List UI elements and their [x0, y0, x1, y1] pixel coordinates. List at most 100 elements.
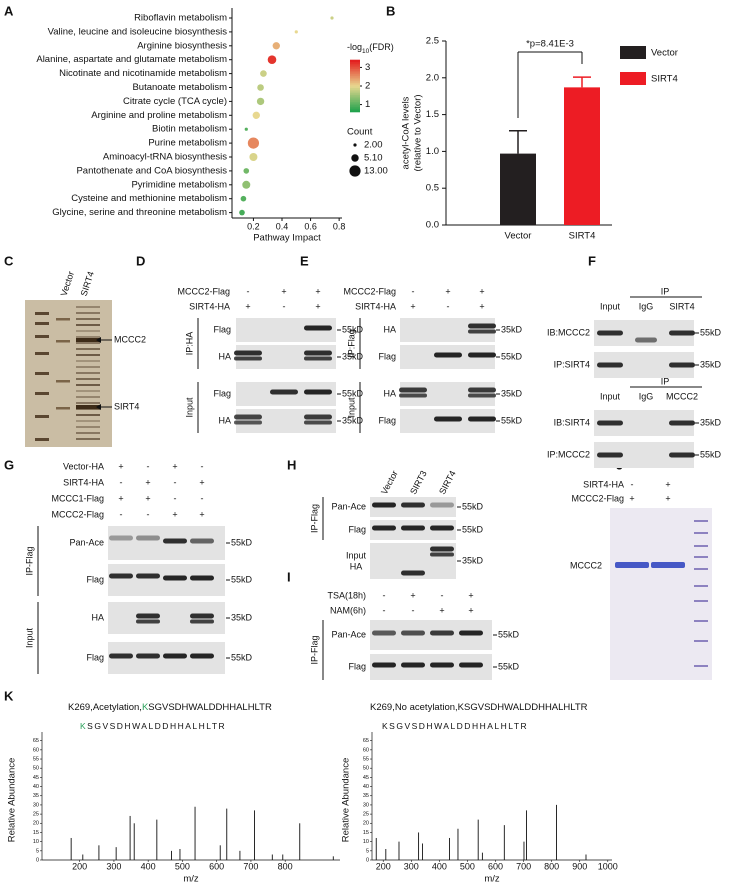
colorbar-label: 3 [365, 62, 370, 73]
row-label: IB:MCCC2 [547, 327, 590, 337]
dot [256, 97, 265, 106]
band [468, 329, 496, 334]
condition-mark: + [199, 509, 204, 519]
condition-mark: + [118, 493, 123, 503]
ladder-band [35, 312, 49, 315]
row-label: HA [218, 415, 231, 425]
panel-label: E [300, 253, 309, 268]
y-tick-label: 50 [33, 766, 39, 772]
column-label: SIRT4 [669, 301, 694, 311]
dot [260, 70, 267, 77]
gel-band [76, 390, 100, 392]
dot [294, 30, 298, 34]
lane-label: SIRT3 [408, 469, 429, 496]
condition-mark: + [315, 301, 320, 311]
condition-mark: - [120, 509, 123, 519]
condition-label: MCCC2-Flag [51, 509, 104, 519]
y-tick-label: 60 [33, 747, 39, 753]
spectrum-title: K269,No acetylation,KSGVSDHWALDDHHALHLTR [370, 702, 588, 713]
row-label: HA [383, 388, 396, 398]
y-axis-label: acetyl-CoA levels [401, 96, 412, 169]
band [401, 502, 425, 508]
x-tick-label: 400 [432, 861, 447, 871]
x-tick-label: 0.8 [333, 221, 346, 231]
band [304, 325, 332, 331]
ladder-band [694, 640, 708, 642]
condition-label: SIRT4-HA [355, 301, 396, 311]
panel-label: G [4, 457, 14, 472]
gel-band [76, 348, 100, 350]
ladder-band [35, 438, 49, 441]
band [597, 362, 623, 368]
condition-mark: + [629, 493, 634, 503]
y-tick-label: Arginine biosynthesis [137, 40, 227, 51]
gel-band [76, 438, 100, 440]
size-label: 55kD [231, 537, 253, 547]
condition-mark: + [479, 301, 484, 311]
gel-band [76, 318, 100, 320]
condition-mark: + [665, 479, 670, 489]
title-part: K269,No acetylation,KSGVSDHWALDDHHALHLTR [370, 702, 588, 713]
band [234, 350, 262, 356]
x-tick-label: 200 [376, 861, 391, 871]
legend-title: Count [347, 127, 373, 138]
condition-mark: - [631, 479, 634, 489]
gel-band [76, 432, 100, 434]
colorbar-cell [350, 97, 360, 101]
band [401, 525, 425, 531]
y-axis-label: Relative Abundance [341, 758, 352, 843]
row-label: IP:SIRT4 [554, 359, 590, 369]
band [459, 630, 483, 636]
x-tick-label: 300 [404, 861, 419, 871]
condition-mark: - [174, 493, 177, 503]
condition-mark: - [412, 286, 415, 296]
gel-band [76, 402, 100, 404]
gel-band [76, 306, 100, 308]
colorbar-cell [350, 96, 360, 99]
y-axis-label: (relative to Vector) [413, 94, 424, 171]
row-label: Input [346, 550, 367, 560]
band [430, 552, 454, 557]
row-label: Pan-Ace [331, 629, 366, 639]
y-tick-label: Pantothenate and CoA biosynthesis [76, 165, 227, 176]
gel-band [76, 342, 100, 344]
ladder-band [694, 568, 708, 570]
y-tick-label: Arginine and proline metabolism [91, 110, 227, 121]
band [136, 613, 160, 619]
y-tick-label: 0 [366, 857, 369, 863]
condition-mark: + [468, 605, 473, 615]
band [459, 662, 483, 668]
ladder-band [694, 532, 708, 534]
condition-mark: + [410, 301, 415, 311]
band [372, 662, 396, 668]
gel-band [76, 366, 100, 368]
band [399, 393, 427, 398]
gel-band [76, 338, 100, 342]
sequence-part: KSGVSDHWALDDHHALHLTR [382, 721, 528, 731]
x-tick-label: 500 [175, 861, 190, 871]
y-tick-label: 55 [33, 756, 39, 762]
y-tick-label: Pyrimidine metabolism [131, 179, 227, 190]
condition-label: MCCC1-Flag [51, 493, 104, 503]
column-label: Input [600, 391, 621, 401]
condition-mark: - [201, 461, 204, 471]
row-label: HA [383, 324, 396, 334]
panel-label: D [136, 253, 145, 268]
group-label: IP:Flag [346, 329, 356, 358]
gel-band [76, 354, 100, 356]
band [372, 525, 396, 531]
y-tick-label: Nicotinate and nicotinamide metabolism [59, 68, 227, 79]
y-tick-label: 0 [36, 857, 39, 863]
y-tick-label: 1.5 [426, 109, 439, 120]
band [430, 662, 454, 668]
band [669, 330, 695, 336]
sequence: KSGVSDHWALDDHHALHLTR [80, 721, 226, 731]
x-tick-label: 500 [460, 861, 475, 871]
y-tick-label: 25 [363, 812, 369, 818]
band [136, 535, 160, 541]
band [401, 662, 425, 668]
x-tick-label: 800 [278, 861, 293, 871]
y-tick-label: 1.0 [426, 146, 439, 157]
band [163, 575, 187, 581]
condition-mark: - [147, 509, 150, 519]
